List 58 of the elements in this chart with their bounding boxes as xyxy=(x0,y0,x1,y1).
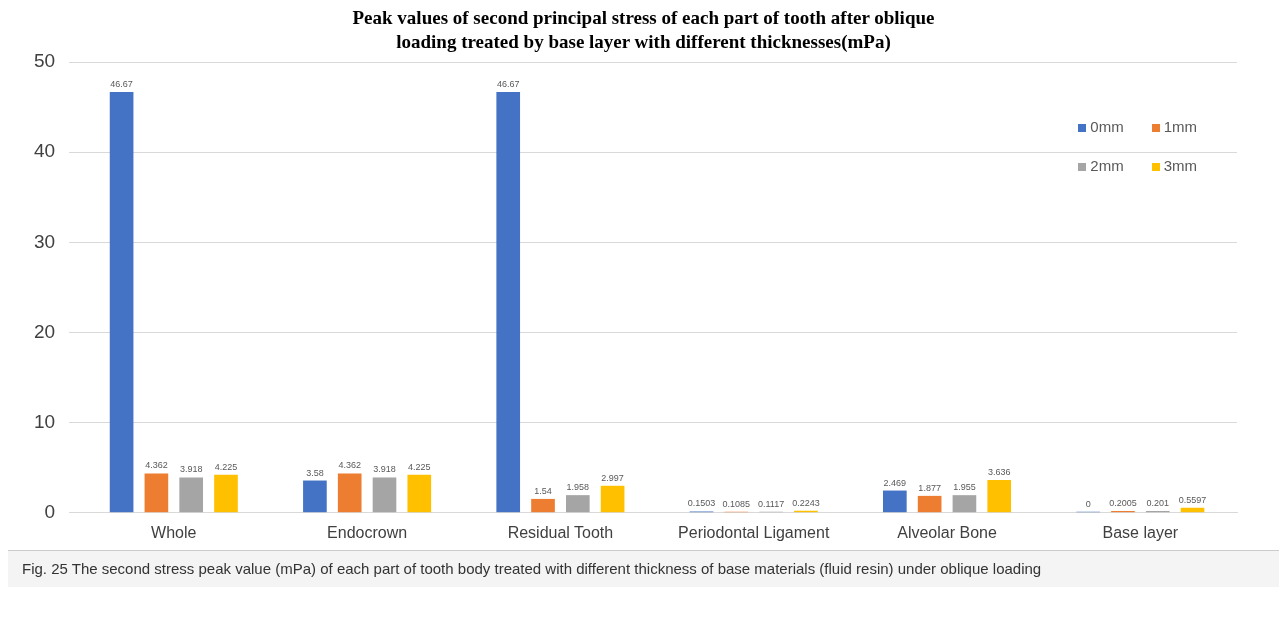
bar xyxy=(303,480,327,513)
bar xyxy=(337,473,362,513)
x-tick-label: Base layer xyxy=(1102,523,1179,541)
data-label: 0.1503 xyxy=(687,498,716,509)
bar xyxy=(179,477,204,513)
bar xyxy=(144,473,169,513)
bar xyxy=(407,474,432,513)
legend-label: 3mm xyxy=(1162,157,1197,174)
legend-label: 1mm xyxy=(1162,118,1197,135)
data-label: 1.955 xyxy=(953,482,976,493)
data-label: 46.67 xyxy=(110,79,133,90)
bar xyxy=(372,477,397,513)
y-tick-label: 0 xyxy=(44,501,56,523)
x-tick-label: Residual Tooth xyxy=(507,523,614,541)
legend-label: 0mm xyxy=(1089,118,1124,135)
data-label: 3.636 xyxy=(987,467,1011,477)
data-label: 1.54 xyxy=(534,485,552,496)
y-tick-label: 20 xyxy=(33,320,56,342)
data-label: 4.362 xyxy=(338,460,361,471)
data-label: 0.201 xyxy=(1146,497,1170,508)
x-tick-label: Alveolar Bone xyxy=(897,523,997,541)
data-label: 0.5597 xyxy=(1178,494,1207,505)
data-label: 0.1085 xyxy=(722,498,751,509)
data-label: 1.958 xyxy=(566,482,590,493)
data-label: 1.877 xyxy=(918,482,941,493)
x-tick-label: Periodontal Ligament xyxy=(678,523,830,541)
bar xyxy=(883,490,907,513)
bar xyxy=(600,485,625,513)
data-label: 3.58 xyxy=(306,467,324,478)
bar xyxy=(987,480,1012,513)
caption: Fig. 25 The second stress peak value (mPa) of each part of tooth body treated with different thickness of base materials (fluid resin) under oblique loading xyxy=(8,550,1279,587)
y-tick-label: 30 xyxy=(33,230,56,252)
data-label: 0.2243 xyxy=(792,497,820,508)
y-tick-label: 10 xyxy=(33,410,56,432)
bar xyxy=(565,495,590,513)
data-label: 4.225 xyxy=(408,461,431,472)
data-label: 2.469 xyxy=(883,477,907,488)
chart-title: Peak values of second principal stress of each part of tooth after oblique loading treated by base layer with different thicknesses(mPa) xyxy=(352,7,935,52)
data-label: 4.362 xyxy=(145,460,168,471)
y-tick-label: 50 xyxy=(33,50,56,72)
y-tick-label: 40 xyxy=(33,140,56,162)
data-label: 0.2005 xyxy=(1109,497,1137,508)
bar xyxy=(531,498,555,513)
bar xyxy=(917,495,942,513)
bar xyxy=(109,92,134,513)
data-label: 2.997 xyxy=(601,472,624,483)
data-label: 3.918 xyxy=(179,464,203,475)
data-label: 3.918 xyxy=(373,464,396,475)
data-label: 0 xyxy=(1085,498,1091,509)
data-label: 0.1117 xyxy=(758,498,785,509)
data-label: 46.67 xyxy=(496,79,520,90)
bar xyxy=(952,495,977,513)
bar xyxy=(214,474,238,513)
legend-label: 2mm xyxy=(1089,157,1124,174)
x-tick-label: Whole xyxy=(151,523,197,541)
x-tick-label: Endocrown xyxy=(327,523,408,541)
bar xyxy=(496,92,521,513)
data-label: 4.225 xyxy=(214,461,238,472)
